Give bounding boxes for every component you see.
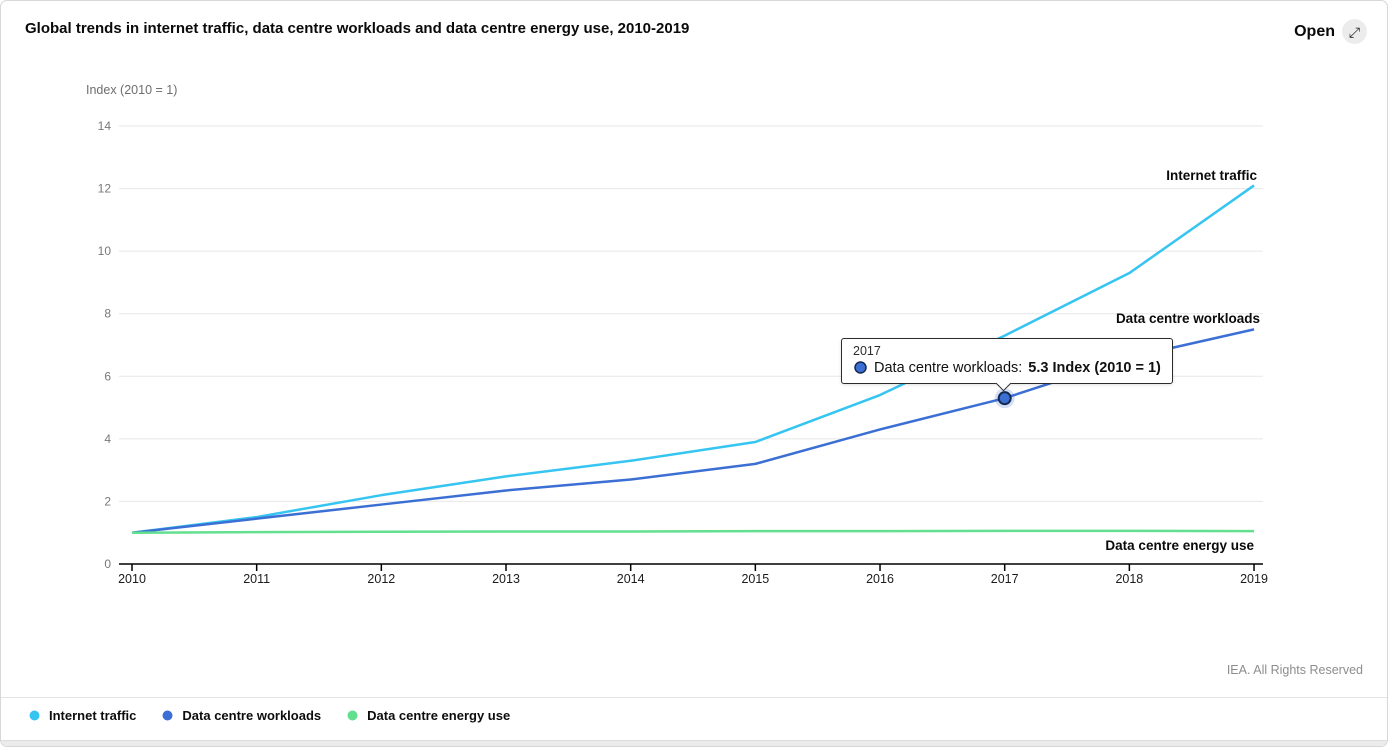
- legend-label: Data centre energy use: [367, 708, 511, 723]
- svg-text:6: 6: [104, 369, 111, 383]
- legend-label: Internet traffic: [49, 708, 137, 723]
- legend-divider: [1, 697, 1387, 698]
- legend-item-internet-traffic[interactable]: Internet traffic: [29, 708, 136, 723]
- horizontal-scrollbar[interactable]: [1, 740, 1387, 746]
- expand-icon: ⤢: [1342, 19, 1367, 44]
- tooltip-marker-dot: [854, 361, 867, 374]
- svg-text:2018: 2018: [1115, 572, 1143, 586]
- tooltip-series-label: Data centre workloads:: [874, 359, 1023, 376]
- tooltip-value: 5.3 Index (2010 = 1): [1028, 359, 1161, 376]
- svg-text:2015: 2015: [741, 572, 769, 586]
- legend-dot-internet-traffic-icon: [29, 710, 40, 721]
- open-button[interactable]: Open ⤢: [1290, 15, 1371, 48]
- svg-text:2016: 2016: [866, 572, 894, 586]
- svg-text:0: 0: [104, 557, 111, 571]
- svg-text:14: 14: [98, 119, 112, 133]
- svg-text:2017: 2017: [991, 572, 1019, 586]
- svg-text:2014: 2014: [617, 572, 645, 586]
- svg-text:8: 8: [104, 307, 111, 321]
- legend-item-data-centre-energy-use[interactable]: Data centre energy use: [347, 708, 510, 723]
- tooltip-series-marker-icon: [854, 361, 867, 374]
- svg-text:2012: 2012: [367, 572, 395, 586]
- svg-text:4: 4: [104, 432, 111, 446]
- open-button-label: Open: [1294, 22, 1335, 40]
- svg-text:2010: 2010: [118, 572, 146, 586]
- svg-text:12: 12: [98, 182, 112, 196]
- highlight-point-marker[interactable]: [997, 391, 1012, 406]
- x-axis: 2010 2011 2012 2013 2014 2015 2016 2017 2018 2019: [118, 563, 1268, 586]
- svg-text:2011: 2011: [243, 572, 270, 586]
- copyright-text: IEA. All Rights Reserved: [1226, 663, 1363, 677]
- legend-item-data-centre-workloads[interactable]: Data centre workloads: [162, 708, 321, 723]
- svg-text:2013: 2013: [492, 572, 520, 586]
- svg-text:2: 2: [104, 494, 111, 508]
- legend-label: Data centre workloads: [182, 708, 322, 723]
- series-label-internet-traffic: Internet traffic: [1166, 168, 1257, 183]
- chart-title: Global trends in internet traffic, data …: [25, 20, 690, 37]
- series-label-data-centre-energy-use: Data centre energy use: [1105, 538, 1254, 553]
- y-axis-unit-label: Index (2010 = 1): [86, 83, 178, 97]
- series-label-data-centre-workloads: Data centre workloads: [1116, 311, 1260, 326]
- chart-tooltip: 2017 Data centre workloads: 5.3 Index (2…: [841, 338, 1173, 392]
- chart-legend: Internet traffic Data centre workloads D…: [29, 708, 510, 723]
- legend-dot-data-centre-workloads-icon: [162, 710, 173, 721]
- legend-dot-data-centre-energy-use-icon: [347, 710, 358, 721]
- line-data-centre-energy-use[interactable]: [131, 529, 1255, 534]
- line-internet-traffic[interactable]: [131, 184, 1255, 534]
- gridlines: 0 2 4 6 8 10 12 14: [98, 119, 1263, 571]
- svg-text:10: 10: [98, 244, 112, 258]
- tooltip-year: 2017: [853, 344, 881, 358]
- svg-text:2019: 2019: [1240, 572, 1268, 586]
